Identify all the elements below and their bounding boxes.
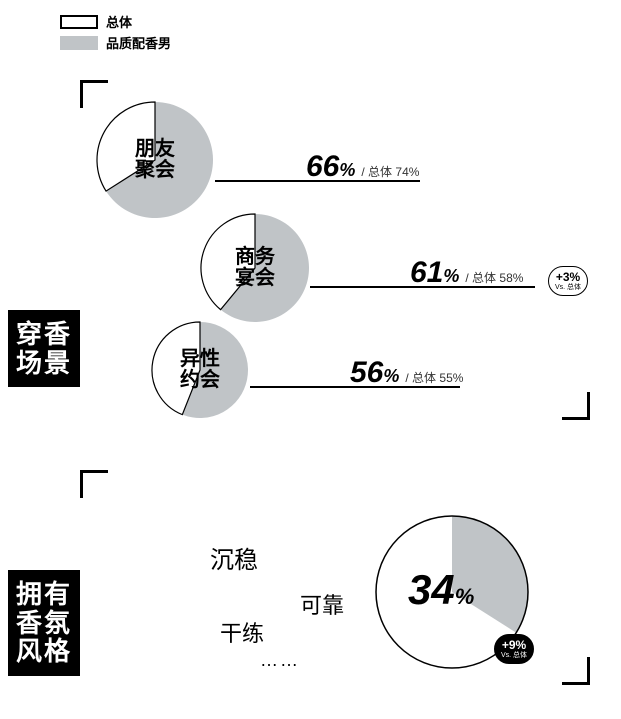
section2-title-line1: 拥有 (16, 580, 72, 609)
legend-swatch-total (60, 15, 98, 29)
legend-swatch-quality (60, 36, 98, 50)
legend-row-quality: 品质配香男 (60, 33, 171, 52)
legend-row-total: 总体 (60, 12, 171, 31)
section1-title: 穿香 场景 (8, 310, 80, 387)
stat-1: 61%/ 总体 58% (410, 256, 523, 290)
keywords-ellipsis: …… (260, 650, 300, 671)
keyword-0: 沉稳 (210, 540, 258, 575)
legend-label-total: 总体 (106, 12, 132, 31)
keyword-2: 干练 (220, 616, 264, 648)
delta-badge-1: +3%Vs. 总体 (548, 266, 588, 296)
legend-label-quality: 品质配香男 (106, 33, 171, 52)
pie-2-label: 异性约会 (180, 349, 220, 391)
stat-0: 66%/ 总体 74% (306, 150, 419, 184)
style-big-value: 34% (408, 566, 474, 614)
section2-title: 拥有 香氛 风格 (8, 570, 80, 676)
stat-2: 56%/ 总体 55% (350, 356, 463, 390)
keyword-1: 可靠 (300, 588, 344, 620)
style-delta-badge: +9%Vs. 总体 (494, 634, 534, 664)
section1-title-line2: 场景 (16, 349, 72, 378)
section2-title-line2: 香氛 (16, 609, 72, 638)
section1-title-line1: 穿香 (16, 320, 72, 349)
pie-1-label: 商务宴会 (235, 247, 275, 289)
section2-title-line3: 风格 (16, 637, 72, 666)
pie-0-label: 朋友聚会 (135, 139, 175, 181)
legend: 总体 品质配香男 (60, 12, 171, 54)
